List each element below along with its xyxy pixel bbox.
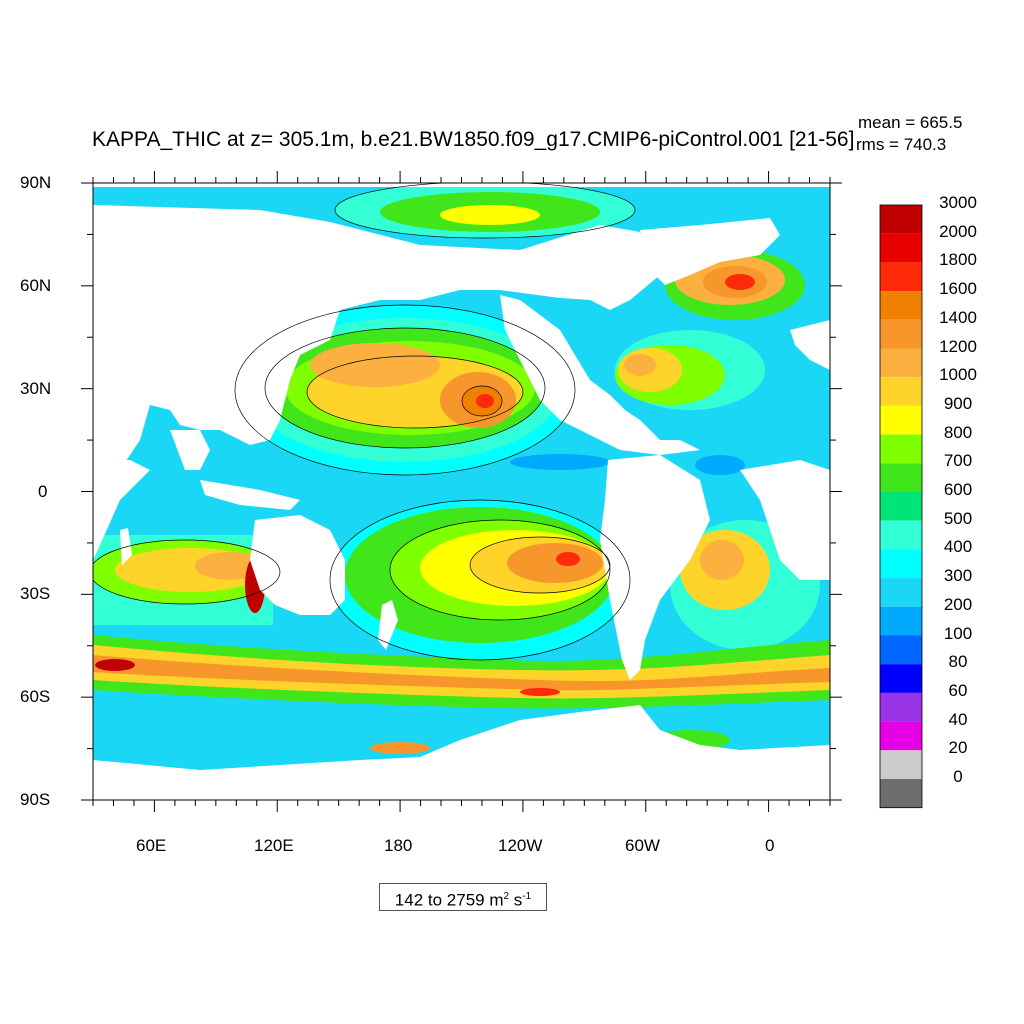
- colorbar-label: 80: [948, 652, 968, 672]
- colorbar-label: 1200: [939, 336, 977, 356]
- colorbar-label: 700: [943, 451, 973, 471]
- colorbar-swatch: [880, 606, 922, 636]
- colorbar-swatch: [880, 377, 922, 406]
- colorbar-label: 60: [948, 680, 968, 700]
- colorbar-swatch: [880, 233, 922, 263]
- colorbar-swatch: [880, 319, 922, 349]
- colorbar-label: 400: [943, 537, 973, 557]
- colorbar-label: 20: [948, 738, 968, 758]
- lon-label-120w: 120W: [498, 836, 543, 855]
- lat-label-90s: 90S: [20, 790, 51, 809]
- colorbar: [879, 204, 923, 809]
- south-pacific-field: [330, 500, 630, 660]
- range-text: 142 to 2759 m: [394, 890, 504, 910]
- colorbar-label: 300: [943, 566, 973, 586]
- lon-label-0: 0: [765, 836, 775, 855]
- colorbar-swatch: [880, 291, 922, 320]
- north-pacific-field: [235, 305, 575, 475]
- lon-label-60w: 60W: [625, 836, 660, 855]
- map-title: KAPPA_THIC at z= 305.1m, b.e21.BW1850.f0…: [92, 128, 855, 151]
- lon-label-120e: 120E: [254, 836, 294, 855]
- colorbar-label: 1800: [939, 250, 977, 270]
- lat-label-30s: 30S: [20, 584, 51, 603]
- colorbar-swatch: [880, 779, 922, 808]
- range-unit-exp1: 2: [503, 891, 510, 902]
- north-atlantic-field: [615, 250, 805, 410]
- colorbar-label: 3000: [939, 193, 977, 212]
- rms-value: rms = 740.3: [856, 135, 947, 154]
- southern-ocean-band: [93, 635, 830, 709]
- colorbar-label: 2000: [939, 221, 977, 241]
- colorbar-swatch: [880, 492, 922, 521]
- range-label: 142 to 2759 m2 s-1: [379, 883, 547, 911]
- colorbar-label: 100: [943, 623, 973, 643]
- contour-lines: [93, 183, 636, 661]
- colorbar-swatch: [880, 434, 922, 464]
- colorbar-label: 1600: [939, 279, 977, 299]
- lat-label-60s: 60S: [20, 687, 51, 706]
- land-masses: [93, 183, 830, 800]
- colorbar-label: 200: [943, 594, 973, 614]
- colorbar-swatch: [880, 205, 922, 234]
- colorbar-swatch: [880, 549, 922, 579]
- colorbar-swatch: [880, 635, 922, 665]
- colorbar-label: 1000: [939, 365, 977, 385]
- lat-label-0: 0: [38, 482, 48, 501]
- colorbar-swatch: [880, 405, 922, 435]
- colorbar-label: 800: [943, 422, 973, 442]
- colorbar-label: 40: [948, 709, 968, 729]
- colorbar-label: 500: [943, 508, 973, 528]
- colorbar-label: 600: [943, 480, 973, 499]
- colorbar-swatch: [880, 463, 922, 492]
- colorbar-label: 1400: [939, 307, 977, 327]
- colorbar-swatch: [880, 262, 922, 292]
- colorbar-swatch: [880, 348, 922, 378]
- axis-ticks: [81, 171, 842, 812]
- arctic-field: [335, 183, 635, 238]
- range-unit-exp2: -1: [522, 891, 532, 902]
- colorbar-swatch: [880, 692, 922, 722]
- lat-label-30n: 30N: [20, 379, 52, 398]
- colorbar-swatch: [880, 578, 922, 607]
- colorbar-label: 900: [943, 393, 973, 413]
- range-unit-mid: s: [509, 890, 523, 910]
- indian-ocean-field: [93, 535, 280, 625]
- colorbar-swatch: [880, 721, 922, 751]
- lon-label-60e: 60E: [136, 836, 167, 855]
- lat-label-60n: 60N: [20, 276, 52, 295]
- colorbar-label: 0: [953, 767, 963, 786]
- equatorial-low-field: [510, 454, 745, 475]
- colorbar-swatch: [880, 664, 922, 693]
- lat-label-90n: 90N: [20, 173, 52, 192]
- lon-label-180: 180: [384, 836, 413, 855]
- mean-value: mean = 665.5: [858, 113, 963, 132]
- colorbar-swatch: [880, 520, 922, 550]
- map-plot-area: [93, 183, 830, 800]
- colorbar-swatch: [880, 750, 922, 779]
